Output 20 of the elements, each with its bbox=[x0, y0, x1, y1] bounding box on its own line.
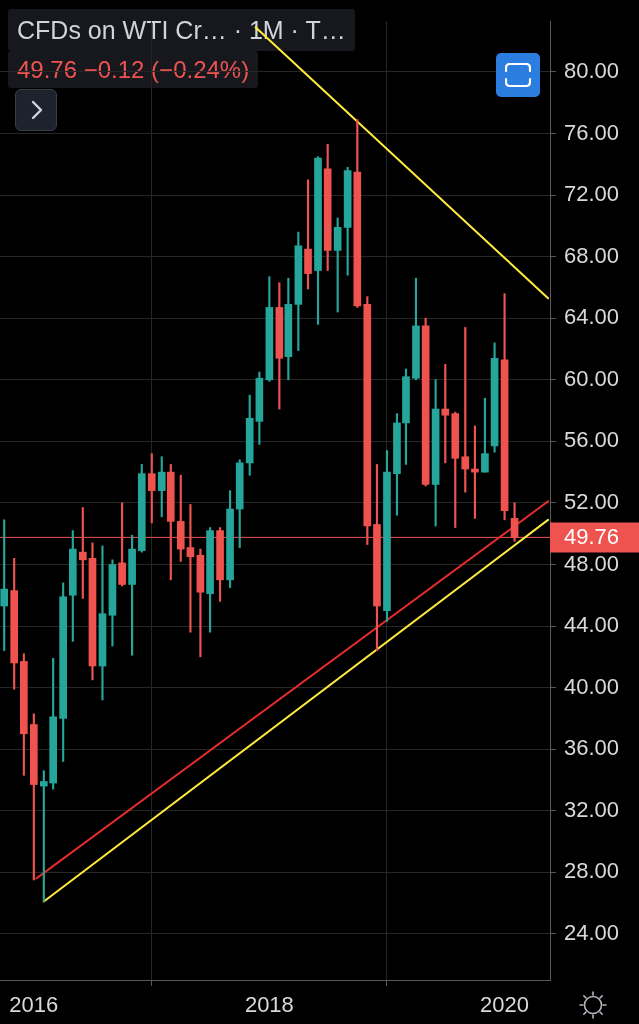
y-tick-label: 80.00 bbox=[564, 58, 620, 84]
y-tick-label: 24.00 bbox=[564, 919, 620, 945]
y-tick-label: 68.00 bbox=[564, 242, 620, 268]
ref-line-label: 49.76 bbox=[564, 524, 620, 550]
y-tick-label: 36.00 bbox=[564, 735, 620, 761]
y-tick-label: 76.00 bbox=[564, 119, 620, 145]
x-tick-label: 2016 bbox=[9, 992, 59, 1018]
y-tick-label: 60.00 bbox=[564, 365, 620, 391]
y-tick-label: 28.00 bbox=[564, 858, 620, 884]
y-tick-label: 72.00 bbox=[564, 181, 620, 207]
y-tick-label: 52.00 bbox=[564, 488, 620, 514]
y-tick-label: 48.00 bbox=[564, 550, 620, 576]
y-tick-label: 56.00 bbox=[564, 427, 620, 453]
candlestick bbox=[98, 545, 107, 701]
x-tick-label: 2018 bbox=[244, 992, 294, 1018]
y-tick-label: 64.00 bbox=[564, 304, 620, 330]
y-tick-label: 40.00 bbox=[564, 673, 620, 699]
x-tick-label: 2020 bbox=[480, 992, 530, 1018]
y-tick-label: 44.00 bbox=[564, 612, 620, 638]
y-tick-label: 32.00 bbox=[564, 796, 620, 822]
